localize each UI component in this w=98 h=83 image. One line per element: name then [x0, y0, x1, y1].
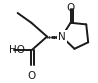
Text: O: O [66, 3, 75, 13]
Text: HO: HO [9, 45, 25, 55]
Text: O: O [27, 71, 35, 81]
Text: N: N [58, 32, 66, 42]
